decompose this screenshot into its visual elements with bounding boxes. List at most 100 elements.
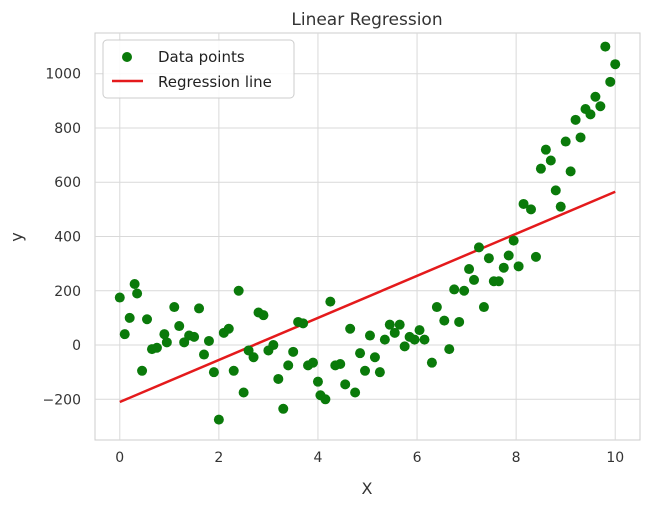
- data-point: [605, 76, 616, 87]
- x-tick-label: 2: [214, 450, 223, 466]
- data-point: [360, 365, 371, 376]
- data-point: [369, 352, 380, 363]
- chart-title: Linear Regression: [291, 10, 442, 30]
- data-point: [535, 163, 546, 174]
- data-point: [464, 264, 475, 275]
- data-point: [374, 367, 385, 378]
- data-point: [526, 204, 536, 215]
- data-point: [174, 321, 185, 332]
- data-point: [159, 329, 170, 340]
- data-point: [508, 235, 519, 246]
- data-point: [233, 285, 244, 296]
- data-point: [384, 319, 395, 330]
- data-point: [161, 337, 172, 348]
- regression-line-layer: [119, 190, 616, 404]
- legend-box: [102, 39, 295, 99]
- data-point: [129, 278, 140, 289]
- data-point: [595, 101, 606, 112]
- y-tick-label: 600: [54, 175, 81, 191]
- data-point: [194, 303, 205, 314]
- y-axis-label: y: [7, 232, 26, 241]
- data-point: [273, 373, 284, 384]
- data-point: [419, 334, 430, 345]
- data-point: [399, 341, 410, 352]
- data-point: [478, 302, 489, 313]
- data-point: [335, 359, 346, 370]
- data-point: [394, 319, 405, 330]
- data-point: [350, 387, 361, 398]
- data-point: [600, 41, 611, 52]
- data-point: [379, 334, 390, 345]
- data-point: [268, 340, 279, 351]
- data-point: [493, 276, 504, 287]
- data-point: [320, 394, 331, 405]
- y-tick-label: 800: [54, 121, 81, 137]
- x-tick-label: 0: [115, 450, 124, 466]
- data-point: [565, 166, 576, 177]
- data-point: [203, 335, 214, 346]
- data-point: [298, 318, 309, 329]
- data-point: [288, 346, 299, 357]
- y-tick-label: 400: [54, 230, 81, 246]
- data-point: [228, 365, 239, 376]
- data-point: [340, 379, 351, 390]
- data-point: [560, 136, 571, 147]
- data-point: [530, 251, 541, 262]
- data-point: [518, 198, 529, 209]
- y-tick-label: 200: [54, 284, 81, 300]
- data-point: [142, 314, 153, 325]
- data-points-layer: [114, 41, 621, 425]
- x-axis-label: X: [362, 479, 373, 498]
- data-point: [124, 312, 135, 323]
- data-point: [223, 323, 234, 334]
- data-point: [364, 330, 375, 341]
- legend-marker-data-points: [122, 52, 132, 62]
- data-point: [258, 310, 269, 321]
- x-tick-label: 8: [512, 450, 521, 466]
- regression-line: [119, 190, 616, 404]
- data-point: [444, 344, 455, 355]
- data-point: [355, 348, 366, 359]
- data-point: [169, 302, 180, 313]
- data-point: [312, 376, 323, 387]
- data-point: [498, 262, 509, 273]
- data-point: [199, 349, 209, 360]
- data-point: [409, 334, 420, 345]
- data-point: [503, 250, 514, 261]
- data-point: [483, 253, 494, 264]
- data-point: [575, 132, 586, 143]
- data-point: [590, 91, 601, 102]
- data-point: [278, 403, 289, 414]
- legend-label-data-points: Data points: [158, 48, 245, 66]
- data-point: [213, 414, 224, 425]
- legend: Data points Regression line: [102, 39, 295, 99]
- data-point: [545, 155, 556, 166]
- x-tick-label: 10: [606, 450, 624, 466]
- data-point: [132, 288, 143, 299]
- data-point: [325, 296, 336, 307]
- data-point: [119, 329, 130, 340]
- data-point: [454, 316, 465, 327]
- data-point: [431, 302, 442, 313]
- data-point: [459, 285, 470, 296]
- data-point: [570, 114, 581, 125]
- data-point: [189, 331, 200, 342]
- tick-labels: 0 2 4 6 8 10 −200 0 200 400 600 800 1000: [43, 67, 625, 466]
- data-point: [345, 323, 356, 334]
- data-point: [513, 261, 524, 272]
- data-point: [248, 352, 259, 363]
- data-point: [414, 325, 425, 336]
- data-point: [585, 109, 596, 120]
- legend-label-regression-line: Regression line: [158, 73, 272, 91]
- data-point: [208, 367, 219, 378]
- data-point: [389, 327, 400, 338]
- data-point: [610, 59, 621, 70]
- data-point: [540, 144, 551, 155]
- data-point: [550, 185, 561, 196]
- data-point: [137, 365, 148, 376]
- x-tick-label: 6: [413, 450, 422, 466]
- data-point: [308, 357, 318, 368]
- data-point: [151, 342, 162, 353]
